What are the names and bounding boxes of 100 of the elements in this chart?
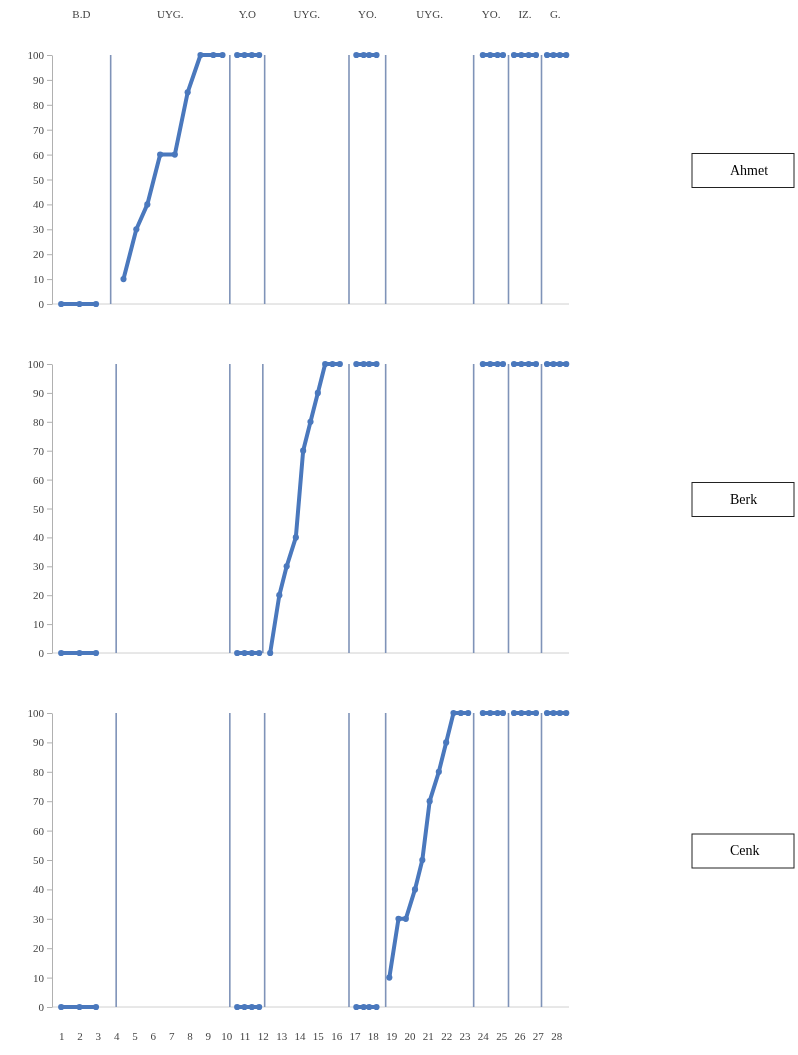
y-tick-label: 90 <box>33 736 45 749</box>
point <box>518 709 525 717</box>
point <box>353 1003 360 1011</box>
y-tick-label: 30 <box>33 560 45 573</box>
point <box>563 51 570 59</box>
text: B.D <box>72 8 91 20</box>
x-tick-label: 16 <box>331 1029 343 1042</box>
y-tick-label: 80 <box>33 415 45 428</box>
point <box>336 360 343 368</box>
point <box>248 51 255 59</box>
point <box>525 51 532 59</box>
point <box>556 51 563 59</box>
point <box>386 974 393 981</box>
point <box>92 649 100 657</box>
point <box>395 915 402 922</box>
point <box>494 51 501 59</box>
point <box>373 1003 380 1011</box>
y-tick-label: 50 <box>33 854 45 867</box>
text: UYG. <box>156 8 184 20</box>
point <box>307 418 314 425</box>
x-tick-label: 6 <box>150 1029 157 1042</box>
point <box>510 51 518 59</box>
point <box>435 768 442 775</box>
x-tick-label: 20 <box>404 1029 416 1042</box>
point <box>248 649 255 657</box>
y-tick-label: 90 <box>33 386 45 399</box>
point <box>184 89 191 96</box>
point <box>499 360 507 368</box>
y-tick-label: 70 <box>33 444 45 457</box>
point <box>366 51 373 59</box>
point <box>487 360 494 368</box>
point <box>256 51 263 59</box>
x-tick-label: 26 <box>514 1029 526 1042</box>
point <box>267 649 274 657</box>
point <box>532 51 540 59</box>
point <box>133 226 140 233</box>
x-tick-label: 10 <box>221 1029 233 1042</box>
point <box>487 51 494 59</box>
point <box>563 360 570 368</box>
point <box>241 1003 248 1011</box>
point <box>532 709 540 717</box>
text: IZ. <box>518 8 532 20</box>
y-tick-label: 20 <box>33 248 45 261</box>
x-tick-label: 8 <box>187 1029 194 1042</box>
y-tick-label: 40 <box>33 198 45 211</box>
point <box>518 51 525 59</box>
text: UYG. <box>416 8 444 20</box>
x-tick-label: 17 <box>349 1029 361 1042</box>
point <box>92 300 100 308</box>
point <box>465 709 472 717</box>
y-tick-label: 30 <box>33 912 45 925</box>
point <box>373 51 380 59</box>
point <box>210 51 217 59</box>
y-tick-label: 60 <box>33 148 45 161</box>
point <box>353 51 360 59</box>
point <box>525 360 532 368</box>
x-tick-label: 22 <box>441 1029 453 1042</box>
x-tick-label: 19 <box>386 1029 398 1042</box>
point <box>322 360 329 368</box>
y-tick-label: 100 <box>27 358 45 371</box>
point <box>443 739 450 746</box>
point <box>510 709 518 717</box>
point <box>76 649 83 657</box>
point <box>58 300 65 308</box>
point <box>197 51 204 59</box>
point <box>76 1003 83 1011</box>
point <box>234 649 241 657</box>
text: Cenk <box>730 843 760 858</box>
point <box>525 709 532 717</box>
point <box>499 51 507 59</box>
y-tick-label: 100 <box>27 49 45 62</box>
y-tick-label: 40 <box>33 883 45 896</box>
point <box>120 276 127 283</box>
x-tick-label: 9 <box>205 1029 212 1042</box>
x-tick-label: 14 <box>294 1029 306 1042</box>
y-tick-label: 80 <box>33 765 45 778</box>
x-tick-label: 25 <box>496 1029 508 1042</box>
point <box>550 709 557 717</box>
x-tick-label: 23 <box>459 1029 471 1042</box>
text: UYG. <box>293 8 321 20</box>
y-tick-label: 0 <box>38 647 45 660</box>
point <box>479 360 486 368</box>
point <box>556 709 563 717</box>
x-tick-label: 12 <box>257 1029 269 1042</box>
x-tick-label: 2 <box>77 1029 83 1042</box>
x-tick-label: 4 <box>113 1029 120 1042</box>
point <box>411 886 419 893</box>
x-tick-label: 3 <box>95 1029 102 1042</box>
point <box>234 51 241 59</box>
point <box>556 360 563 368</box>
point <box>402 915 409 922</box>
point <box>157 151 164 158</box>
y-tick-label: 50 <box>33 502 45 515</box>
point <box>276 592 283 599</box>
x-tick-label: 28 <box>551 1029 563 1042</box>
y-tick-label: 100 <box>27 707 45 720</box>
y-tick-label: 70 <box>33 795 45 808</box>
point <box>366 360 373 368</box>
x-tick-label: 15 <box>312 1029 325 1042</box>
point <box>366 1003 373 1011</box>
